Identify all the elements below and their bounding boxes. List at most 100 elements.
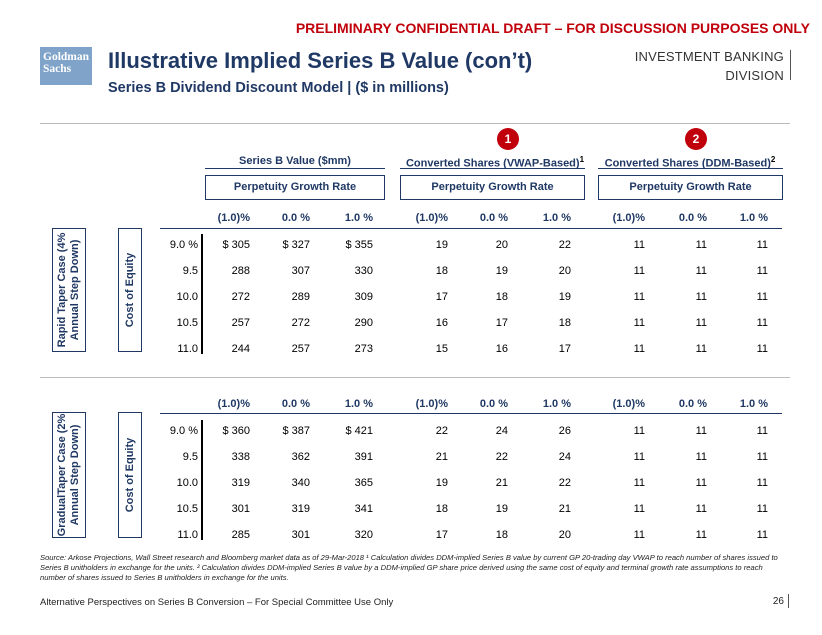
table-cell: $ 327 (282, 239, 310, 251)
division-label: INVESTMENT BANKING DIVISION (635, 47, 784, 85)
table-cell: 16 (495, 343, 508, 355)
table-cell: 18 (435, 503, 448, 515)
coe-axis-bar (201, 420, 203, 540)
pgr-box-ddm: Perpetuity Growth Rate (598, 175, 783, 200)
table-cell: 19 (558, 291, 571, 303)
table-cell: 288 (231, 265, 250, 277)
cost-of-equity-value: 9.0 % (169, 239, 198, 251)
table-cell: 11 (695, 239, 707, 251)
table-cell: 19 (495, 265, 508, 277)
growth-header: 0.0 % (479, 212, 508, 224)
page-subtitle: Series B Dividend Discount Model | ($ in… (108, 80, 449, 96)
group-title: Converted Shares (VWAP-Based) (405, 157, 580, 170)
table-cell: 11 (695, 265, 707, 277)
table-row: 9.5 338 362 391 21 22 24 11 11 11 (0, 451, 822, 465)
table-cell: 11 (633, 451, 645, 463)
cost-of-equity-value: 11.0 (177, 343, 198, 355)
table-cell: 18 (435, 265, 448, 277)
cost-of-equity-value: 9.5 (182, 451, 198, 463)
table-cell: 20 (495, 239, 508, 251)
group-header-series-b-value: Series B Value ($mm) (205, 155, 385, 167)
table-cell: 15 (435, 343, 448, 355)
table-cell: 301 (231, 503, 250, 515)
cost-of-equity-value: 10.0 (176, 291, 198, 303)
group-title: Series B Value ($mm) (239, 155, 351, 167)
table-cell: 22 (495, 451, 508, 463)
cost-of-equity-value: 9.0 % (169, 425, 198, 437)
coe-axis-bar (201, 234, 203, 354)
table-cell: 365 (354, 477, 373, 489)
table-cell: 11 (695, 291, 707, 303)
case-label-gradual-taper: GradualTaper Case (2% Annual Step Down) (52, 412, 86, 538)
table-cell: 11 (633, 291, 645, 303)
group-underline (205, 168, 385, 169)
table-cell: 24 (558, 451, 571, 463)
table-cell: 11 (756, 265, 768, 277)
table-cell: $ 360 (222, 425, 250, 437)
growth-header: 1.0 % (542, 212, 571, 224)
table-cell: 11 (756, 317, 768, 329)
footnote-marker: 1 (579, 155, 585, 164)
cost-of-equity-label: Cost of Equity (118, 228, 142, 352)
growth-header: (1.0)% (415, 398, 448, 410)
goldman-sachs-logo: Goldman Sachs (40, 47, 92, 85)
growth-header: (1.0)% (217, 212, 250, 224)
column-header-rule (160, 228, 782, 229)
table-cell: 19 (495, 503, 508, 515)
group-header-ddm: Converted Shares (DDM-Based)2 (595, 155, 785, 170)
table-cell: 21 (435, 451, 448, 463)
table-cell: 11 (756, 477, 768, 489)
page-number: 26 (772, 596, 784, 607)
table-cell: $ 305 (222, 239, 250, 251)
table-cell: 11 (633, 477, 645, 489)
table-cell: 24 (495, 425, 508, 437)
group-header-vwap: Converted Shares (VWAP-Based)1 (400, 155, 590, 170)
table-cell: 17 (558, 343, 571, 355)
table-cell: 11 (756, 343, 768, 355)
table-cell: 391 (354, 451, 373, 463)
table-cell: $ 387 (282, 425, 310, 437)
table-cell: 11 (695, 343, 707, 355)
table-cell: 273 (354, 343, 373, 355)
table-row: 10.0 319 340 365 19 21 22 11 11 11 (0, 477, 822, 491)
marker-2: 2 (685, 128, 707, 150)
page-number-divider (788, 594, 789, 608)
table-row: 9.0 % $ 305 $ 327 $ 355 19 20 22 11 11 11 (0, 239, 822, 253)
table-cell: 26 (558, 425, 571, 437)
table-cell: 11 (756, 503, 768, 515)
table-cell: 290 (354, 317, 373, 329)
pgr-box-value: Perpetuity Growth Rate (205, 175, 385, 200)
table-row: 10.0 272 289 309 17 18 19 11 11 11 (0, 291, 822, 305)
group-underline (400, 168, 585, 169)
table-cell: 18 (558, 317, 571, 329)
table-cell: 20 (558, 529, 571, 541)
table-row: 9.5 288 307 330 18 19 20 11 11 11 (0, 265, 822, 279)
division-divider (790, 50, 791, 80)
division-line-1: INVESTMENT BANKING (634, 49, 784, 64)
table-row: 9.0 % $ 360 $ 387 $ 421 22 24 26 11 11 11 (0, 425, 822, 439)
table-cell: $ 421 (345, 425, 373, 437)
growth-header: 0.0 % (281, 398, 310, 410)
cost-of-equity-label: Cost of Equity (118, 412, 142, 538)
confidential-banner: PRELIMINARY CONFIDENTIAL DRAFT – FOR DIS… (295, 20, 810, 36)
table-cell: 11 (756, 425, 768, 437)
table-cell: 11 (633, 265, 645, 277)
table-cell: 289 (291, 291, 310, 303)
table-cell: 340 (291, 477, 310, 489)
table-cell: 11 (695, 451, 707, 463)
table-cell: 11 (633, 317, 645, 329)
table-cell: 11 (695, 503, 707, 515)
growth-header: 0.0 % (281, 212, 310, 224)
table-cell: 11 (633, 239, 645, 251)
table-cell: 11 (695, 477, 707, 489)
table-cell: 19 (435, 239, 448, 251)
group-title: Converted Shares (DDM-Based) (604, 157, 771, 170)
table-cell: 320 (354, 529, 373, 541)
table-cell: 330 (354, 265, 373, 277)
table-cell: 11 (695, 529, 707, 541)
case-label-rapid-taper: Rapid Taper Case (4% Annual Step Down) (52, 228, 86, 352)
growth-header: 0.0 % (479, 398, 508, 410)
table-cell: 319 (231, 477, 250, 489)
table-cell: 319 (291, 503, 310, 515)
growth-header: 0.0 % (678, 212, 707, 224)
